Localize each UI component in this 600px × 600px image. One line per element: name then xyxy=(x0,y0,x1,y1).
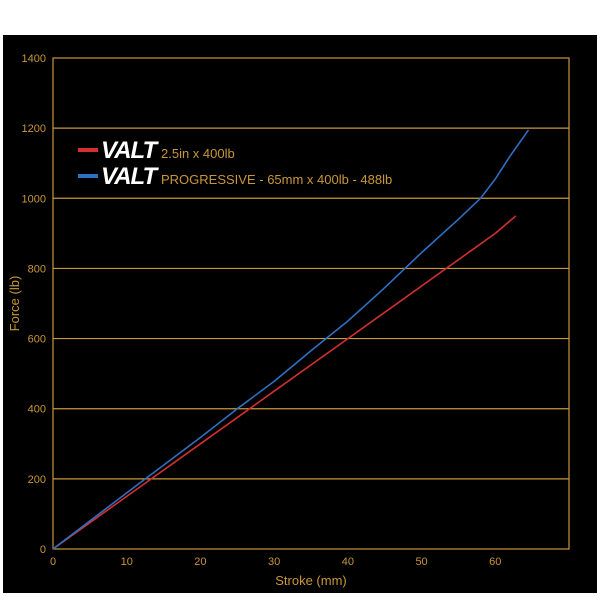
y-tick-label: 600 xyxy=(28,334,46,346)
tick-labels: 0 200 400 600 800 1000 1200 1400 0 10 20 30 40 50 60 xyxy=(22,53,502,568)
x-tick-label: 0 xyxy=(50,556,56,568)
legend-entry-red: VALT 2.5in x 400lb xyxy=(78,137,235,164)
legend-brand-logo: VALT xyxy=(101,137,159,164)
series-line-1 xyxy=(52,129,530,550)
force-stroke-chart: 0 200 400 600 800 1000 1200 1400 0 10 20 30 40 50 60 S… xyxy=(7,53,570,588)
y-tick-label: 400 xyxy=(28,404,46,416)
chart-panel: 0 200 400 600 800 1000 1200 1400 0 10 20 30 40 50 60 S… xyxy=(3,35,597,593)
y-tick-label: 1400 xyxy=(22,53,46,65)
legend-brand-logo: VALT xyxy=(101,163,159,190)
y-tick-label: 1000 xyxy=(22,193,46,205)
x-tick-label: 30 xyxy=(268,556,280,568)
series-line-0 xyxy=(52,215,517,550)
y-tick-label: 200 xyxy=(28,474,46,486)
legend: VALT 2.5in x 400lb VALT PROGRESSIVE - 65… xyxy=(78,137,392,190)
x-tick-label: 40 xyxy=(342,556,354,568)
legend-label-red: 2.5in x 400lb xyxy=(161,146,235,161)
legend-entry-blue: VALT PROGRESSIVE - 65mm x 400lb - 488lb xyxy=(78,163,392,190)
series-lines xyxy=(52,129,530,550)
gridlines xyxy=(53,127,569,480)
y-tick-label: 1200 xyxy=(22,123,46,135)
x-tick-label: 50 xyxy=(415,556,427,568)
x-axis-title: Stroke (mm) xyxy=(275,573,347,588)
y-tick-label: 0 xyxy=(40,544,46,556)
x-tick-label: 60 xyxy=(489,556,501,568)
y-axis-title: Force (lb) xyxy=(7,276,22,332)
plot-frame xyxy=(52,57,570,550)
y-tick-label: 800 xyxy=(28,263,46,275)
legend-label-blue: PROGRESSIVE - 65mm x 400lb - 488lb xyxy=(161,172,392,187)
x-tick-label: 20 xyxy=(194,556,206,568)
x-tick-label: 10 xyxy=(121,556,133,568)
